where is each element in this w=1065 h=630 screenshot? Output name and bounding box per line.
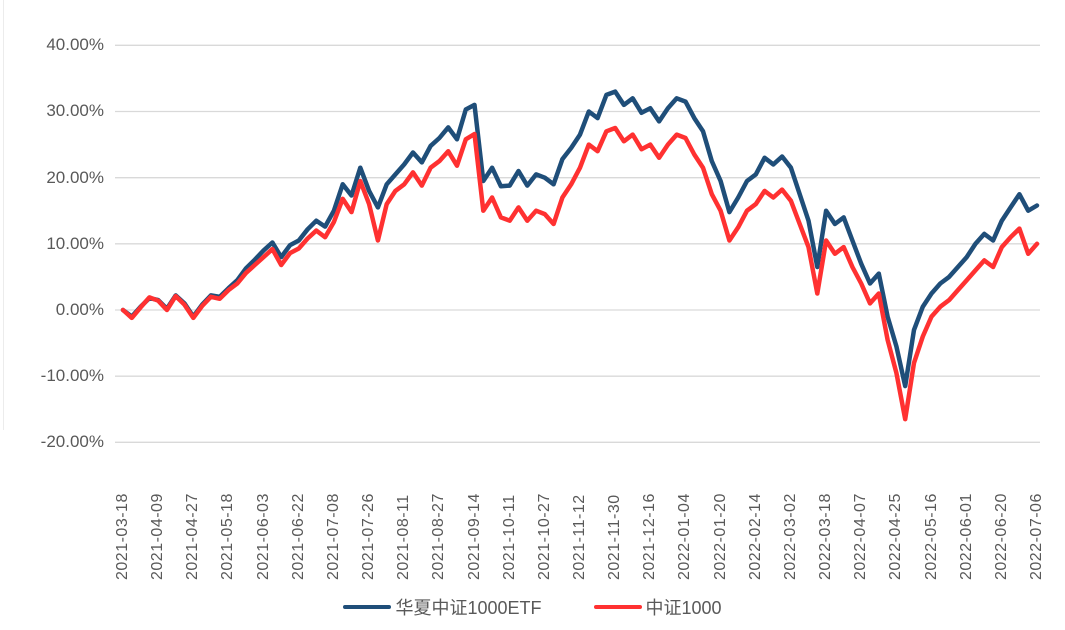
x-tick-label: 2022-03-02 [781,493,799,580]
x-tick-label: 2022-02-14 [746,493,764,580]
x-tick-label: 2021-09-14 [465,493,483,580]
x-tick-label: 2021-12-16 [641,493,659,580]
x-tick-label: 2022-04-25 [887,493,905,580]
x-tick-label: 2021-10-27 [535,493,553,580]
y-tick-label: 30.00% [46,101,104,121]
x-tick-label: 2021-04-09 [149,493,167,580]
x-tick-label: 2021-07-26 [360,493,378,580]
legend-item-0: 华夏中证1000ETF [343,594,542,620]
x-tick-label: 2021-11-30 [606,494,624,580]
x-tick-label: 2021-05-18 [219,493,237,580]
legend-swatch-1 [593,604,642,610]
x-tick-label: 2021-07-08 [324,493,342,580]
x-tick-label: 2022-04-07 [852,493,870,580]
legend-label-0: 华夏中证1000ETF [395,598,542,618]
x-tick-label: 2022-01-04 [676,493,694,580]
x-tick-label: 2022-06-20 [992,493,1010,580]
x-tick-label: 2021-04-27 [184,493,202,580]
y-tick-label: 40.00% [46,35,104,55]
x-tick-label: 2021-03-18 [114,493,131,580]
x-tick-label: 2021-08-11 [395,494,413,580]
x-tick-label: 2022-05-16 [922,493,940,580]
legend-swatch-0 [343,604,392,610]
y-tick-label: -20.00% [40,432,104,452]
y-tick-label: 10.00% [46,233,104,253]
x-tick-label: 2022-01-20 [711,493,729,580]
y-tick-label: 20.00% [46,167,104,187]
x-tick-label: 2021-10-11 [500,494,518,580]
x-tick-label: 2022-03-18 [817,493,835,580]
chart-left-border [3,0,4,430]
legend-label-1: 中证1000 [645,598,722,618]
x-tick-label: 2021-11-12 [571,494,588,580]
x-tick-label: 2022-07-06 [1028,493,1045,580]
x-tick-label: 2021-06-22 [289,493,307,580]
series-line-1 [120,125,1040,422]
x-tick-label: 2021-08-27 [430,493,448,580]
legend: 华夏中证1000ETF 中证1000 [0,592,1065,622]
y-tick-label: -10.00% [40,366,104,386]
x-tick-label: 2022-06-01 [957,493,975,580]
y-tick-label: 0.00% [55,300,104,319]
legend-item-1: 中证1000 [593,594,722,620]
series-line-0 [120,89,1040,389]
x-tick-label: 2021-06-03 [254,493,272,580]
